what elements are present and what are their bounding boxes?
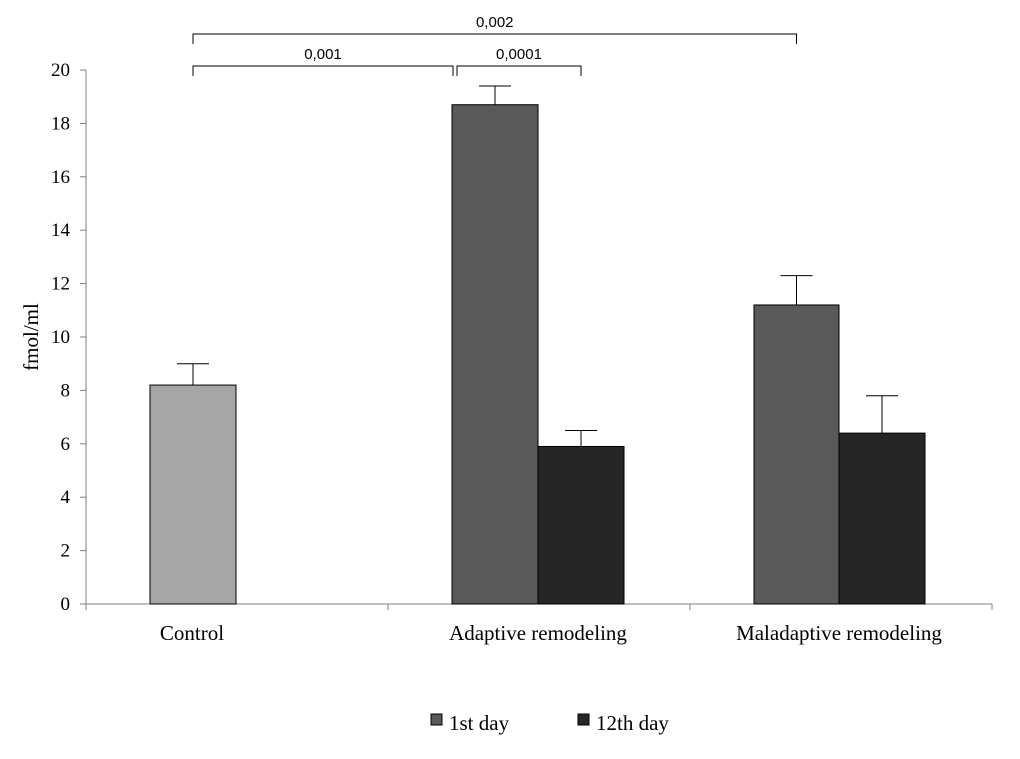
bar-12th-day: [838, 432, 926, 605]
y-tick-label: 4: [61, 487, 71, 508]
y-tick-label: 16: [51, 167, 70, 188]
significance-bracket: [192, 33, 797, 44]
significance-label: 0,0001: [496, 46, 542, 63]
y-tick-label: 2: [61, 541, 71, 562]
legend-swatch: [430, 713, 443, 726]
y-tick-label: 14: [51, 220, 71, 241]
x-category-label: Control: [160, 621, 224, 645]
significance-bracket: [456, 65, 582, 76]
x-category-label: Maladaptive remodeling: [736, 621, 942, 645]
legend-label: 12th day: [596, 711, 669, 735]
bar-1st-day: [753, 304, 840, 605]
x-category-label: Adaptive remodeling: [449, 621, 627, 645]
bar-control: [149, 384, 237, 605]
legend-label: 1st day: [449, 711, 510, 735]
bar-1st-day: [451, 104, 539, 605]
y-tick-label: 10: [51, 327, 70, 348]
y-tick-label: 6: [61, 434, 71, 455]
legend-swatch: [577, 713, 590, 726]
y-tick-label: 8: [61, 380, 71, 401]
bar-12th-day: [537, 445, 625, 605]
y-tick-label: 12: [51, 274, 70, 295]
y-tick-label: 18: [51, 113, 70, 134]
y-tick-label: 0: [61, 594, 71, 615]
y-tick-label: 20: [51, 60, 70, 81]
significance-bracket: [192, 65, 454, 76]
significance-label: 0,001: [304, 46, 342, 63]
significance-label: 0,002: [476, 14, 514, 31]
y-axis-label: fmol/ml: [19, 303, 43, 371]
